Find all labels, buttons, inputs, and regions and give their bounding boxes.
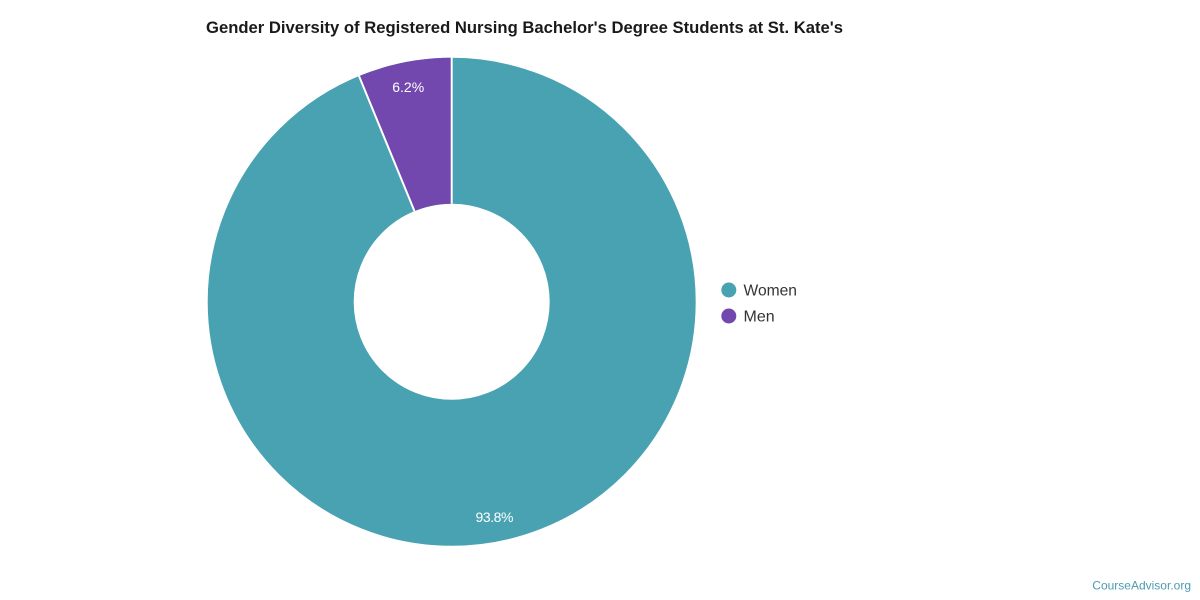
svg-text:Women: Women <box>744 283 798 300</box>
svg-text:Gender Diversity of Registered: Gender Diversity of Registered Nursing B… <box>206 18 843 37</box>
svg-text:Men: Men <box>744 309 775 326</box>
svg-text:6.2%: 6.2% <box>392 79 424 95</box>
svg-text:93.8%: 93.8% <box>476 509 514 525</box>
svg-text:CourseAdvisor.org: CourseAdvisor.org <box>1092 579 1191 593</box>
